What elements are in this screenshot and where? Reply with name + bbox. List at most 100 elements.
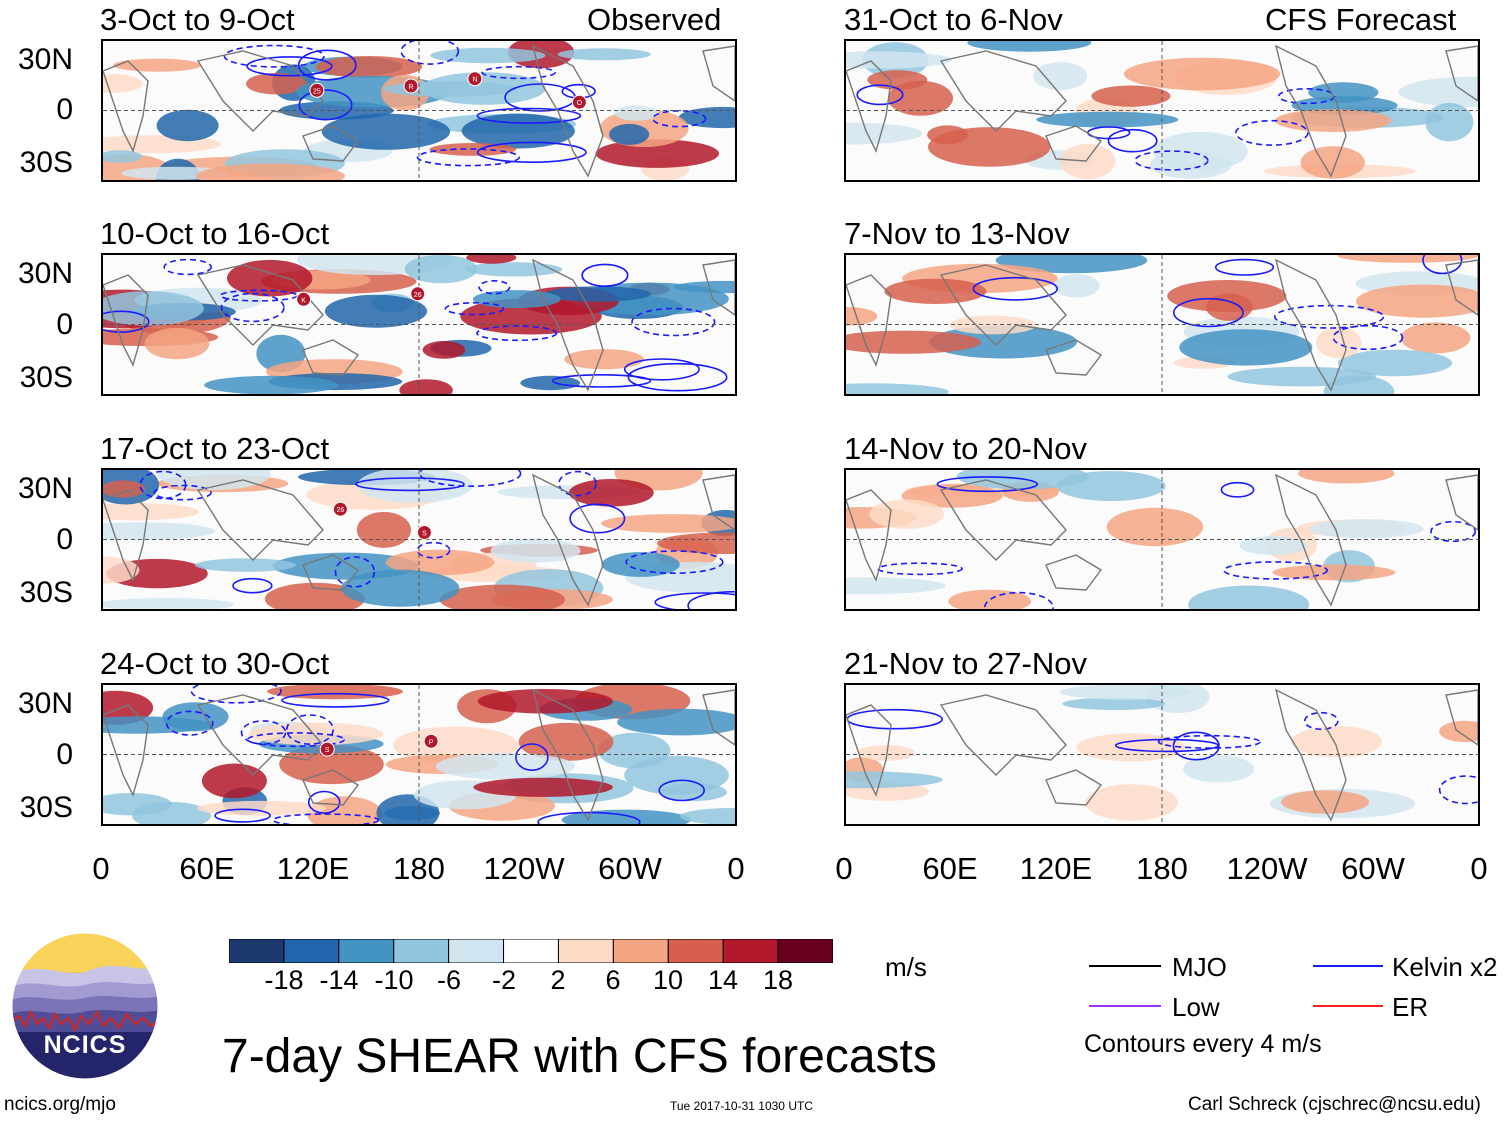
storm-marker: 26 (410, 286, 426, 302)
y-tick-eq: 0 (56, 308, 73, 341)
footer-author: Carl Schreck (cjschrec@ncsu.edu) (1188, 1094, 1481, 1115)
x-tick-60w: 60W (598, 851, 662, 886)
colorbar-label: -18 (264, 965, 304, 995)
legend-line-kelvin (1313, 965, 1383, 967)
footer-timestamp: Tue 2017-10-31 1030 UTC (670, 1099, 813, 1113)
ncics-logo: NCICS (11, 932, 159, 1080)
colorbar-swatch (777, 938, 834, 964)
storm-marker: R (403, 78, 419, 94)
panel-title-obs-3: 17-Oct to 23-Oct (100, 431, 330, 466)
svg-text:K: K (301, 297, 306, 304)
x-tick-60w: 60W (1341, 851, 1405, 886)
colorbar-swatch (283, 938, 340, 964)
y-tick-30n: 30N (17, 257, 73, 290)
x-tick-180: 180 (1136, 851, 1188, 886)
svg-text:25: 25 (313, 88, 321, 95)
colorbar-swatch (338, 938, 395, 964)
map-panel-fcst-3 (844, 468, 1480, 611)
y-tick-30s: 30S (19, 361, 73, 394)
storm-marker: 26 (332, 501, 348, 517)
panel-title-obs-2: 10-Oct to 16-Oct (100, 216, 330, 251)
map-field (846, 685, 1478, 824)
map-field: SP (103, 685, 735, 824)
map-panel-obs-3: 26 S (101, 468, 737, 611)
storm-marker: S (416, 525, 432, 540)
y-tick-30n: 30N (17, 472, 73, 505)
y-tick-30n: 30N (17, 43, 73, 76)
contours-note: Contours every 4 m/s (1084, 1030, 1322, 1058)
storm-marker: P (423, 733, 439, 749)
colorbar-swatch (612, 938, 669, 964)
x-tick-0: 0 (835, 851, 853, 886)
legend-line-er (1313, 1005, 1383, 1007)
legend-label-kelvin: Kelvin x2 (1392, 952, 1498, 982)
colorbar-label: 10 (652, 965, 684, 995)
colorbar-label: 14 (707, 965, 739, 995)
svg-text:P: P (429, 739, 434, 746)
x-tick-120w: 120W (1226, 851, 1308, 886)
x-tick-60e: 60E (179, 851, 235, 886)
map-field (846, 41, 1478, 180)
logo-text: NCICS (44, 1031, 127, 1059)
x-tick-180: 180 (393, 851, 445, 886)
colorbar-swatch (667, 938, 724, 964)
x-tick-120e: 120E (1019, 851, 1093, 886)
colorbar-swatch (557, 938, 614, 964)
panel-title-obs-4: 24-Oct to 30-Oct (100, 646, 330, 681)
storm-marker: N (467, 71, 483, 87)
units-label: m/s (885, 952, 927, 982)
colorbar-swatch (393, 938, 450, 964)
legend-label-er: ER (1392, 992, 1429, 1022)
storm-marker: S (319, 741, 335, 757)
legend-line-low (1089, 1005, 1161, 1007)
observed-label: Observed (587, 2, 722, 37)
panel-title-fcst-2: 7-Nov to 13-Nov (844, 216, 1070, 251)
colorbar-swatch (448, 938, 505, 964)
colorbar-label: -14 (319, 965, 359, 995)
map-field: 26 S (103, 470, 735, 609)
x-tick-0-end: 0 (1470, 851, 1488, 886)
legend-line-mjo (1089, 965, 1161, 967)
x-tick-0: 0 (92, 851, 110, 886)
svg-text:26: 26 (414, 292, 422, 299)
x-tick-0-end: 0 (727, 851, 745, 886)
panel-title-obs-1: 3-Oct to 9-Oct (100, 2, 295, 37)
svg-text:R: R (408, 84, 413, 91)
legend-label-low: Low (1172, 992, 1220, 1022)
map-panel-obs-1: 25 R N O (101, 39, 737, 182)
colorbar-label: 18 (762, 965, 794, 995)
colorbar-swatch (228, 938, 285, 964)
forecast-label: CFS Forecast (1265, 2, 1457, 37)
colorbar-label: -10 (374, 965, 414, 995)
map-panel-fcst-1 (844, 39, 1480, 182)
panel-title-fcst-3: 14-Nov to 20-Nov (844, 431, 1087, 466)
y-tick-eq: 0 (56, 93, 73, 126)
y-tick-30n: 30N (17, 687, 73, 720)
y-tick-30s: 30S (19, 791, 73, 824)
colorbar-label: -2 (491, 965, 517, 995)
map-field (846, 255, 1478, 394)
svg-text:O: O (577, 100, 583, 107)
svg-text:S: S (325, 747, 330, 754)
y-tick-30s: 30S (19, 576, 73, 609)
colorbar-label: 2 (550, 965, 566, 995)
y-tick-30s: 30S (19, 146, 73, 179)
colorbar-label: -6 (436, 965, 462, 995)
main-title: 7-day SHEAR with CFS forecasts (222, 1030, 937, 1083)
map-field: 25 R N O (103, 41, 735, 180)
footer-url[interactable]: ncics.org/mjo (4, 1094, 116, 1115)
storm-marker: O (571, 94, 587, 110)
colorbar-label: 6 (605, 965, 621, 995)
x-tick-60e: 60E (922, 851, 978, 886)
svg-text:N: N (472, 77, 477, 84)
legend-label-mjo: MJO (1172, 952, 1227, 982)
storm-marker: K (296, 291, 312, 307)
y-tick-eq: 0 (56, 523, 73, 556)
colorbar-swatch (722, 938, 779, 964)
storm-marker: 25 (309, 82, 325, 98)
map-panel-fcst-2 (844, 253, 1480, 396)
map-panel-fcst-4 (844, 683, 1480, 826)
panel-title-fcst-4: 21-Nov to 27-Nov (844, 646, 1087, 681)
svg-text:26: 26 (337, 507, 345, 514)
